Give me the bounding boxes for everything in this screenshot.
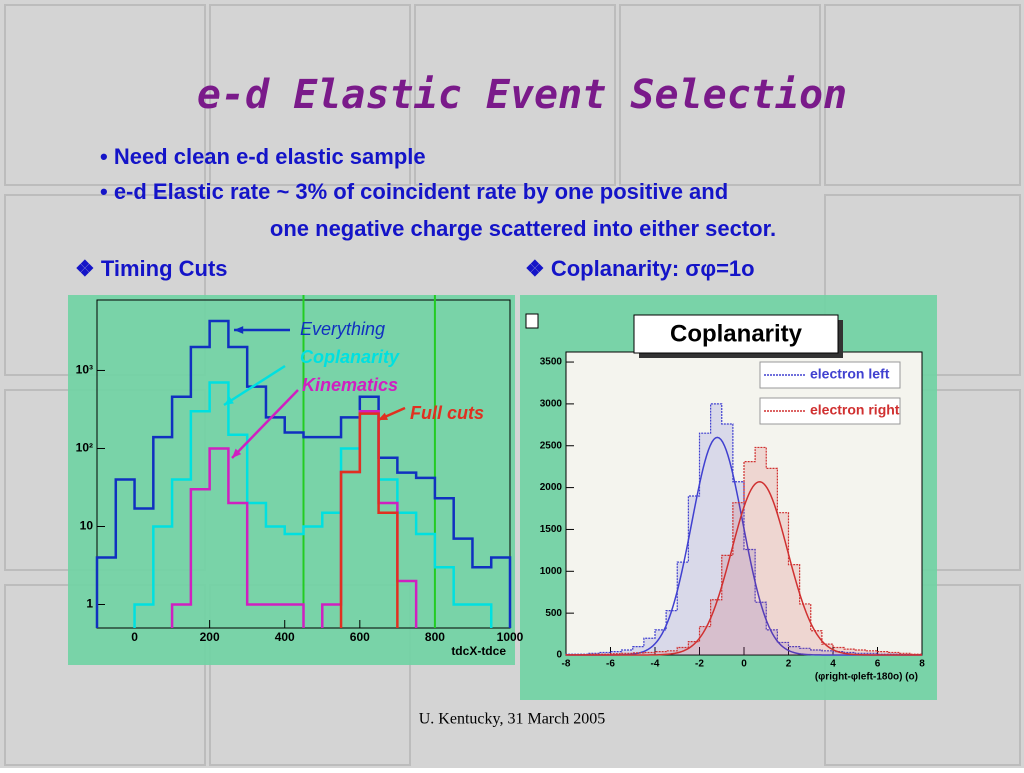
series-label: Everything: [300, 319, 385, 339]
bullet: • Need clean e-d elastic sample: [100, 144, 426, 169]
histogram: [565, 446, 923, 656]
legend-label: electron left: [810, 366, 890, 382]
y-tick-label: 0: [556, 650, 562, 661]
chart-title: Coplanarity: [670, 320, 803, 347]
arrow-head: [378, 412, 388, 420]
x-tick-label: 400: [275, 630, 295, 644]
histogram: [339, 412, 399, 628]
series-label: Full cuts: [410, 403, 484, 423]
x-tick-label: -4: [651, 659, 660, 670]
x-tick-label: 800: [425, 630, 445, 644]
slide-title: e-d Elastic Event Selection: [197, 72, 847, 118]
arrow-head: [232, 448, 242, 458]
x-tick-label: 0: [131, 630, 138, 644]
y-tick-label: 2500: [540, 440, 563, 451]
section-heading: ❖ Timing Cuts: [75, 256, 228, 281]
y-tick-label: 3000: [540, 399, 563, 410]
annotation-arrow: [223, 364, 286, 407]
bullet: • e-d Elastic rate ~ 3% of coincident ra…: [100, 179, 728, 204]
arrow-head: [234, 326, 244, 334]
series-label: Coplanarity: [300, 347, 400, 367]
title-box: [633, 314, 839, 354]
series-label: Kinematics: [302, 375, 398, 395]
section-heading: ❖ Coplanarity: σφ=1o: [525, 256, 755, 281]
y-tick-label: 1500: [540, 524, 563, 535]
x-tick-label: 200: [200, 630, 220, 644]
x-tick-label: 8: [919, 659, 925, 670]
footer: U. Kentucky, 31 March 2005: [419, 711, 605, 728]
fit-curve: [566, 480, 922, 656]
legend-label: electron right: [810, 402, 900, 418]
histogram: [321, 410, 418, 628]
x-tick-label: 6: [875, 659, 881, 670]
x-tick-label: 1000: [497, 630, 524, 644]
bullet: one negative charge scattered into eithe…: [270, 216, 776, 241]
y-tick-label: 10³: [76, 363, 93, 377]
x-axis-label: (φright-φleft-180o) (o): [815, 672, 918, 683]
histogram: [170, 447, 305, 628]
x-tick-label: 4: [830, 659, 836, 670]
arrow-head: [224, 396, 234, 405]
x-tick-label: -2: [695, 659, 704, 670]
x-tick-label: 2: [786, 659, 792, 670]
y-tick-label: 3500: [540, 357, 563, 368]
x-tick-label: -6: [606, 659, 615, 670]
y-tick-label: 1000: [540, 566, 563, 577]
x-tick-label: -8: [562, 659, 571, 670]
y-tick-label: 10: [80, 519, 94, 533]
annotation-arrow: [231, 389, 299, 459]
y-tick-label: 2000: [540, 482, 563, 493]
y-tick-label: 500: [545, 608, 562, 619]
y-tick-label: 10²: [76, 441, 93, 455]
icon: [525, 313, 539, 329]
histogram: [95, 319, 512, 628]
x-tick-label: 600: [350, 630, 370, 644]
x-axis-label: tdcX-tdce: [451, 644, 506, 658]
y-tick-label: 1: [86, 597, 93, 611]
histogram: [133, 381, 493, 628]
x-tick-label: 0: [741, 659, 747, 670]
